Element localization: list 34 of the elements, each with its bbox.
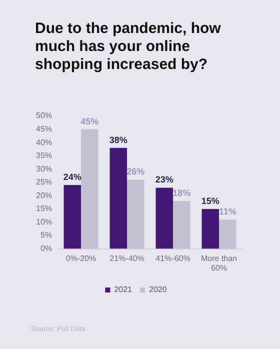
legend-label: 2021: [114, 285, 133, 294]
y-tick-label: 30%: [36, 164, 52, 174]
data-label: 24%: [63, 172, 82, 182]
bar: [127, 180, 144, 249]
chart-title: Due to the pandemic, how much has your online shopping increased by?: [35, 20, 222, 74]
y-tick-label: 45%: [36, 124, 52, 134]
bar: [110, 148, 128, 249]
y-tick-label: 40%: [36, 138, 52, 147]
bar: [156, 188, 174, 249]
data-label: 45%: [80, 116, 99, 126]
y-tick-label: 10%: [36, 217, 52, 226]
x-tick-label: 0%-20%: [66, 254, 96, 263]
y-tick-label: 0%: [40, 244, 52, 254]
y-tick-label: 50%: [36, 111, 52, 120]
data-label: 23%: [155, 174, 174, 185]
x-tick-label: 21%-40%: [110, 254, 144, 263]
data-label: 38%: [109, 134, 128, 145]
y-tick-label: 20%: [36, 190, 52, 200]
bar: [81, 129, 98, 249]
bar: [173, 200, 190, 249]
bar: [219, 220, 236, 249]
legend-label: 2020: [149, 285, 168, 294]
data-label: 26%: [126, 166, 145, 177]
data-label: 18%: [172, 188, 191, 198]
y-tick-label: 25%: [36, 178, 52, 187]
data-label: 15%: [201, 196, 220, 206]
y-tick-label: 15%: [36, 204, 52, 214]
bar: [202, 208, 219, 249]
data-label: 11%: [218, 206, 236, 217]
x-tick-label: More than 60%: [200, 254, 238, 272]
bar: [64, 185, 82, 249]
y-tick-label: 35%: [36, 151, 52, 160]
x-tick-label: 41%-60%: [156, 254, 190, 263]
y-tick-label: 5%: [40, 230, 52, 240]
